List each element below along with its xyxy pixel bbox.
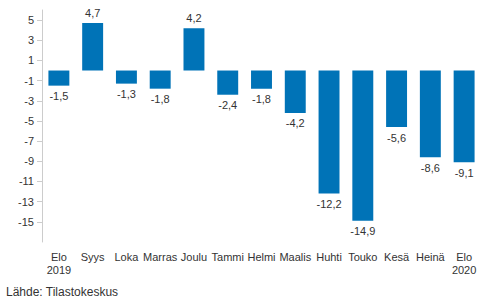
svg-text:-15: -15 bbox=[18, 216, 34, 228]
svg-text:Loka: Loka bbox=[114, 251, 139, 263]
svg-text:Elo: Elo bbox=[51, 251, 67, 263]
svg-text:Joulu: Joulu bbox=[181, 251, 207, 263]
svg-text:Marras: Marras bbox=[143, 251, 178, 263]
svg-text:-1: -1 bbox=[24, 75, 34, 87]
svg-text:-14,9: -14,9 bbox=[350, 225, 375, 237]
svg-text:Lähde: Tilastokeskus: Lähde: Tilastokeskus bbox=[6, 285, 118, 299]
svg-text:-13: -13 bbox=[18, 196, 34, 208]
svg-text:Heinä: Heinä bbox=[416, 251, 446, 263]
svg-text:Maalis: Maalis bbox=[279, 251, 311, 263]
svg-text:-7: -7 bbox=[24, 135, 34, 147]
svg-text:Helmi: Helmi bbox=[247, 251, 275, 263]
svg-text:Tammi: Tammi bbox=[212, 251, 244, 263]
svg-text:-1,3: -1,3 bbox=[117, 88, 136, 100]
svg-text:Elo: Elo bbox=[456, 251, 472, 263]
svg-text:-9: -9 bbox=[24, 155, 34, 167]
svg-text:-12,2: -12,2 bbox=[316, 198, 341, 210]
svg-text:Syys: Syys bbox=[81, 251, 105, 263]
svg-text:4,7: 4,7 bbox=[85, 7, 100, 19]
svg-text:Touko: Touko bbox=[348, 251, 377, 263]
svg-text:-9,1: -9,1 bbox=[455, 167, 474, 179]
svg-text:-4,2: -4,2 bbox=[286, 117, 305, 129]
svg-text:Huhti: Huhti bbox=[316, 251, 342, 263]
svg-text:-5,6: -5,6 bbox=[387, 132, 406, 144]
svg-text:-8,6: -8,6 bbox=[421, 162, 440, 174]
svg-text:-11: -11 bbox=[19, 175, 34, 187]
svg-text:-1,8: -1,8 bbox=[252, 93, 271, 105]
svg-text:-2,4: -2,4 bbox=[218, 99, 237, 111]
svg-text:2020: 2020 bbox=[452, 264, 476, 276]
svg-text:-3: -3 bbox=[24, 95, 34, 107]
svg-text:1: 1 bbox=[28, 54, 34, 66]
svg-text:Kesä: Kesä bbox=[384, 251, 410, 263]
svg-text:5: 5 bbox=[28, 14, 34, 26]
svg-text:-1,8: -1,8 bbox=[151, 93, 170, 105]
svg-text:-1,5: -1,5 bbox=[49, 90, 68, 102]
svg-text:4,2: 4,2 bbox=[186, 12, 201, 24]
svg-text:3: 3 bbox=[28, 34, 34, 46]
svg-text:-5: -5 bbox=[24, 115, 34, 127]
svg-text:2019: 2019 bbox=[47, 264, 71, 276]
